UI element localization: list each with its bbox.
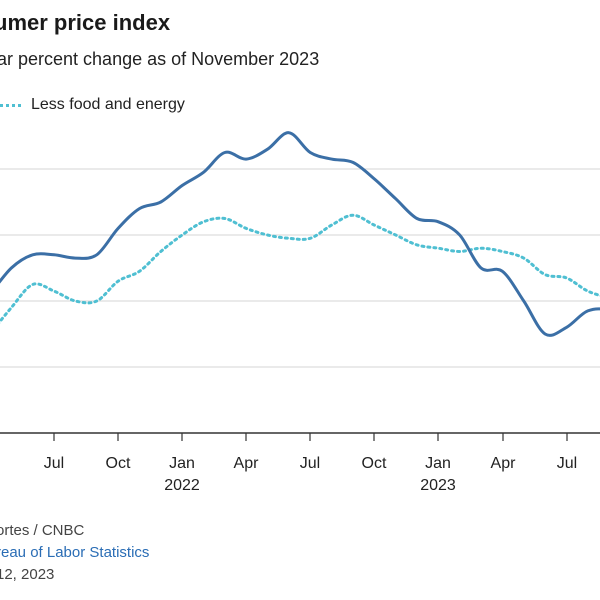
x-tick-label: Jan: [425, 455, 451, 472]
source-link[interactable]: reau of Labor Statistics: [0, 544, 150, 561]
credit-text: ortes / CNBC: [0, 522, 85, 539]
x-tick-label: Oct: [362, 455, 387, 472]
x-tick-label: Jan: [169, 455, 195, 472]
x-year-label: 2023: [420, 477, 456, 494]
x-year-label: 2022: [164, 477, 200, 494]
x-tick-label: Oct: [106, 455, 131, 472]
date-text: 12, 2023: [0, 566, 55, 583]
x-tick-label: Jul: [300, 455, 320, 472]
gridlines: [0, 168, 600, 368]
x-tick-label: Jul: [44, 455, 64, 472]
series-lines: [0, 131, 600, 337]
series-line-headline: [0, 131, 600, 337]
legend-label-core: Less food and energy: [31, 96, 185, 113]
chart-title: umer price index: [0, 10, 171, 35]
x-tick-label: Apr: [491, 455, 517, 472]
series-line-core: [0, 213, 600, 324]
legend-swatch-core: [0, 103, 21, 107]
chart-subtitle: ar percent change as of November 2023: [0, 49, 320, 69]
x-tick-label: Jul: [557, 455, 577, 472]
x-axis: rJulOctJan2022AprJulOctJan2023AprJul: [0, 432, 600, 494]
legend: Less food and energy: [0, 96, 185, 114]
x-tick-label: Apr: [234, 455, 260, 472]
